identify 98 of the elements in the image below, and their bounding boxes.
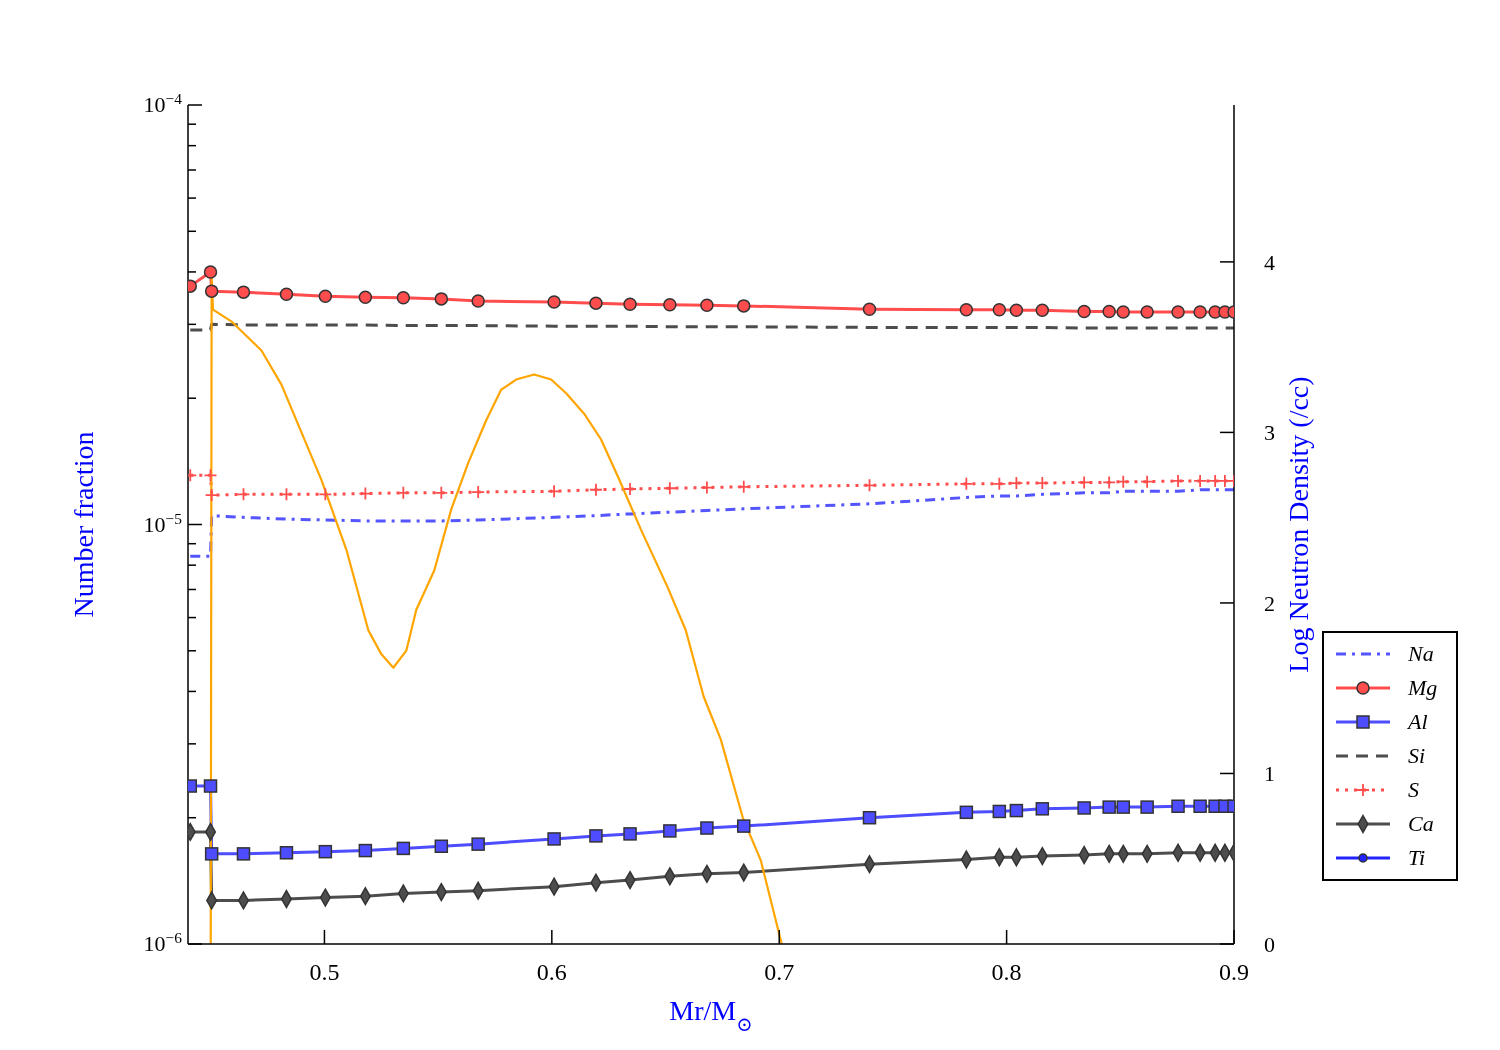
line-series [188,488,1234,558]
point [318,289,333,304]
y-axis-title: Number fraction [68,431,99,618]
y2-tick-label: 0 [1264,931,1275,957]
point [1140,800,1154,814]
point [547,832,561,846]
point [589,296,603,310]
point [663,824,677,838]
legend-label: Ti [1408,845,1427,871]
point [1171,305,1185,319]
point [623,827,637,841]
point [736,819,751,833]
point [1035,303,1050,318]
point [358,843,373,858]
point [1140,474,1155,489]
point [204,284,219,298]
y-tick-label: 10$^{−6}$ [143,928,183,956]
point [1171,799,1185,813]
point [1193,474,1208,488]
point [1009,803,1024,818]
legend-label: S [1408,777,1420,803]
legend-label: Al [1408,709,1429,735]
point [1009,303,1024,318]
point [700,821,714,835]
point [396,291,411,305]
point [1102,475,1117,490]
point [318,487,333,502]
y2-tick-label: 1 [1264,760,1275,786]
point [1116,474,1131,489]
point [279,487,294,502]
point [236,487,251,502]
point [471,837,485,851]
point [1193,799,1207,813]
point [662,481,677,496]
point [623,297,637,311]
point [236,285,251,299]
point [203,265,218,279]
point [736,299,751,313]
x-tick-label: 0.9 [1219,959,1249,985]
point [1193,305,1207,319]
point [862,302,877,316]
x-tick-label: 0.6 [536,959,567,985]
point [1009,476,1024,491]
point [358,290,373,305]
point [663,298,677,312]
x-axis-title: Mr/M$_{⊙}$ [669,995,753,1035]
point [547,484,561,499]
point [1116,305,1131,319]
point [203,779,218,793]
point [623,482,637,496]
point [1102,304,1116,319]
y2-axis-title: Log Neutron Density (/cc) [1283,376,1314,673]
point [279,846,294,860]
point [589,829,603,843]
point [992,804,1007,819]
x-tick-label: 0.5 [309,959,340,985]
x-tick-label: 0.8 [991,959,1022,985]
point [396,841,411,856]
y-tick-label: 10$^{−5}$ [143,509,183,537]
point [1140,305,1154,319]
point [1077,475,1092,490]
point [434,292,449,306]
point [1035,802,1050,816]
point [589,482,603,497]
point [236,847,251,861]
point [862,810,877,825]
point [1077,304,1091,319]
x-tick-label: 0.7 [764,959,795,985]
point [204,847,219,861]
point [992,303,1007,317]
point [434,485,449,500]
y2-tick-label: 3 [1264,419,1275,445]
point [1102,800,1116,814]
point [700,298,714,313]
point [959,303,974,317]
point [318,844,333,859]
point [700,480,714,495]
point [279,287,294,301]
point [992,476,1007,491]
point [471,485,486,499]
point [1116,800,1131,814]
point [959,476,974,491]
legend-label: Ca [1408,811,1435,837]
point [547,295,561,309]
y-tick-label: 10$^{−4}$ [143,89,183,117]
point [862,478,877,493]
y2-tick-label: 2 [1264,590,1275,616]
y2-tick-label: 4 [1264,249,1275,275]
point [434,839,449,854]
legend-label: Si [1408,743,1427,769]
legend-label: Mg [1408,675,1439,701]
point [1077,801,1091,815]
point [203,468,218,483]
point [471,294,485,308]
point [1171,474,1185,488]
point [959,805,974,820]
legend-label: Na [1408,641,1435,667]
point [204,488,219,503]
